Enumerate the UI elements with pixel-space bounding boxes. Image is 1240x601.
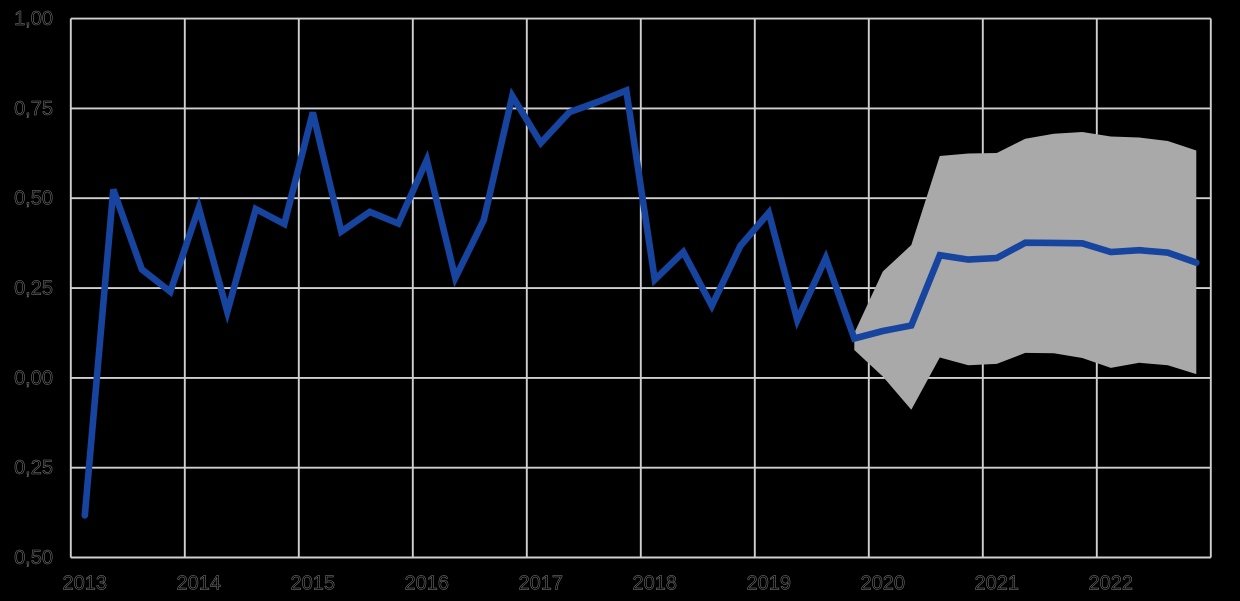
svg-text:0,25: 0,25 — [14, 278, 53, 300]
svg-text:2020: 2020 — [861, 572, 906, 594]
svg-text:0,50: 0,50 — [14, 188, 53, 210]
svg-text:2018: 2018 — [633, 572, 678, 594]
svg-text:2015: 2015 — [291, 572, 336, 594]
svg-text:2014: 2014 — [177, 572, 222, 594]
svg-text:1,00: 1,00 — [14, 8, 53, 30]
svg-text:0,00: 0,00 — [14, 367, 53, 389]
svg-text:0,75: 0,75 — [14, 98, 53, 120]
svg-text:0,25: 0,25 — [14, 457, 53, 479]
svg-text:2013: 2013 — [63, 572, 108, 594]
svg-text:0,50: 0,50 — [14, 547, 53, 569]
svg-text:2016: 2016 — [405, 572, 450, 594]
svg-text:2022: 2022 — [1089, 572, 1134, 594]
svg-text:2021: 2021 — [975, 572, 1020, 594]
svg-text:2017: 2017 — [519, 572, 564, 594]
svg-text:2019: 2019 — [747, 572, 792, 594]
